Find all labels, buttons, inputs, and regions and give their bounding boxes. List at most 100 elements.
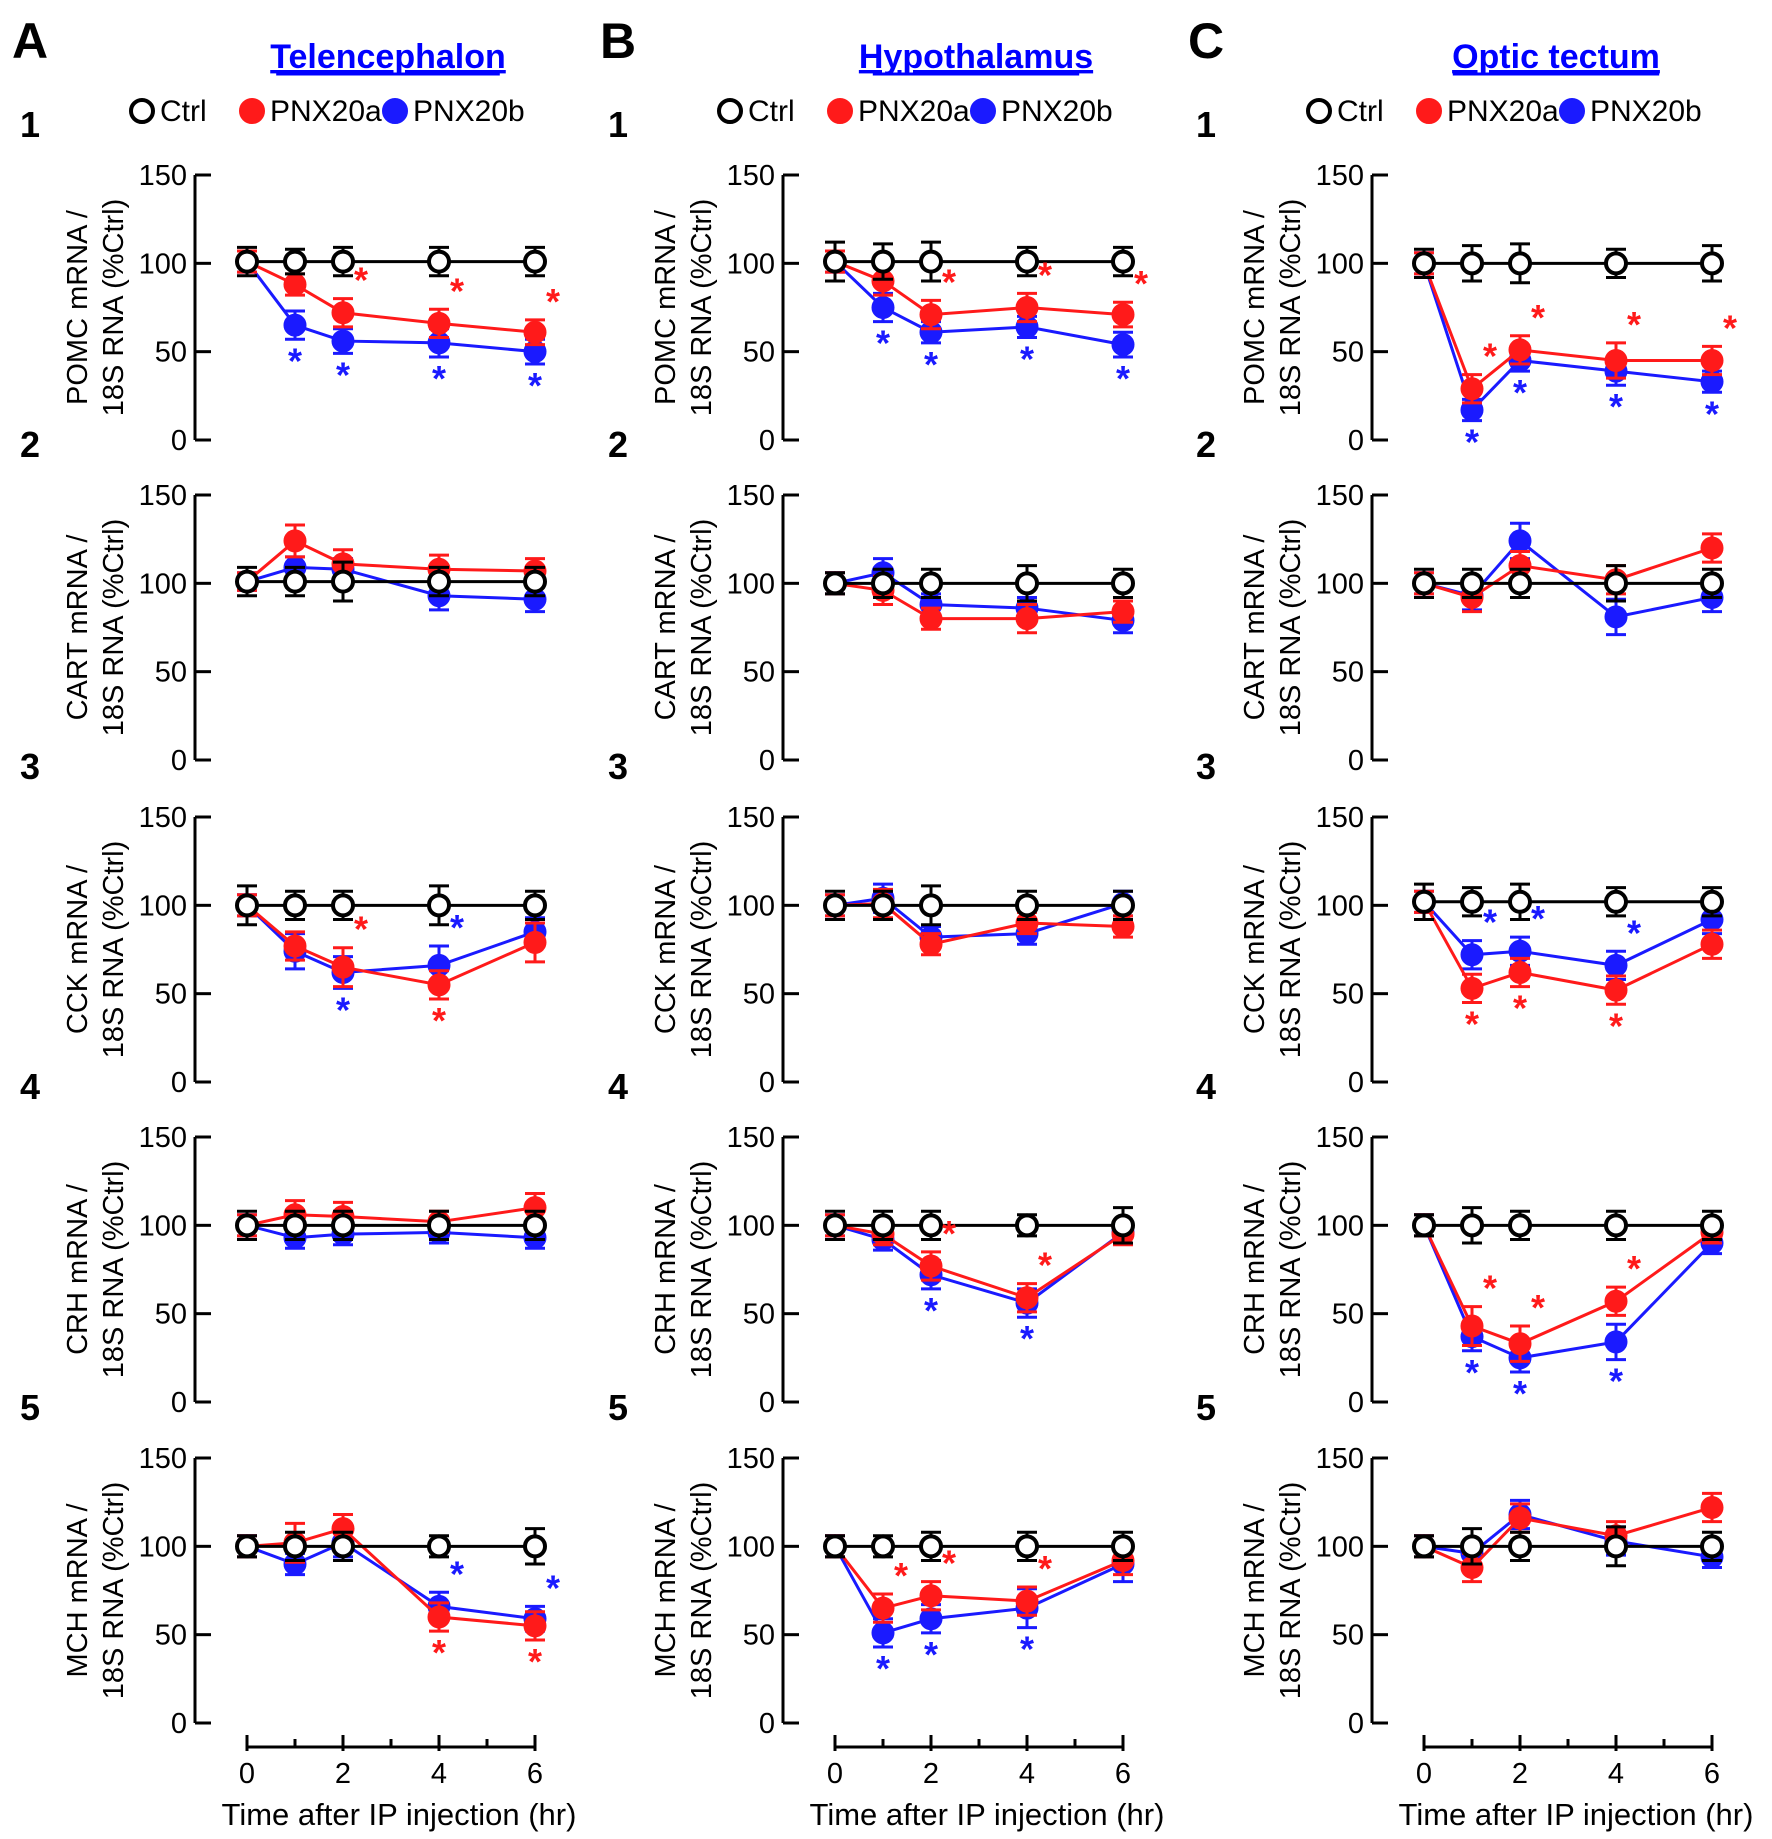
- panel-letter-C: C: [1188, 13, 1224, 69]
- data-point-ctrl: [1700, 889, 1724, 914]
- x-axis-label: Time after IP injection (hr): [222, 1797, 577, 1832]
- x-tick-label: 2: [1512, 1758, 1528, 1790]
- significance-marker-pnx20b: *: [1627, 912, 1641, 953]
- y-tick-label: 150: [139, 1122, 187, 1154]
- significance-marker-pnx20a: *: [528, 1641, 542, 1682]
- data-point-ctrl: [1604, 1534, 1628, 1559]
- y-axis-label-line1: MCH mRNA /: [62, 1503, 94, 1678]
- x-tick-label: 6: [1115, 1758, 1131, 1790]
- y-tick-label: 100: [139, 1210, 187, 1242]
- series-ctrl: [235, 884, 547, 927]
- y-tick-label: 150: [1316, 802, 1364, 834]
- significance-marker-pnx20a: *: [432, 1000, 446, 1041]
- data-point-pnx20a: [871, 1596, 895, 1620]
- y-axis-label-line1: CCK mRNA /: [62, 864, 94, 1034]
- data-point-ctrl: [235, 249, 259, 274]
- y-axis-label: POMC mRNA /18S RNA (%Ctrl): [650, 199, 718, 417]
- y-tick-label: 150: [139, 1443, 187, 1475]
- significance-marker-pnx20b: *: [1465, 422, 1479, 463]
- y-tick-label: 100: [139, 248, 187, 280]
- y-tick-label: 50: [1332, 657, 1364, 689]
- significance-marker-pnx20a: *: [942, 1213, 956, 1254]
- y-tick-label: 100: [727, 248, 775, 280]
- data-point-ctrl: [1015, 249, 1039, 274]
- data-point-ctrl: [1412, 1213, 1436, 1238]
- y-axis-label-line1: POMC mRNA /: [1239, 209, 1271, 405]
- y-axis-label: CCK mRNA /18S RNA (%Ctrl): [62, 841, 130, 1059]
- data-point-pnx20a: [523, 1614, 547, 1638]
- data-point-pnx20b: [283, 313, 307, 337]
- data-point-ctrl: [1508, 1534, 1532, 1559]
- data-point-ctrl: [1460, 571, 1484, 596]
- region-title-optic-tectum: Optic tectum: [1452, 38, 1660, 76]
- data-point-ctrl: [1015, 1213, 1039, 1238]
- legend-marker-pnx20a: [1416, 98, 1442, 124]
- significance-marker-pnx20a: *: [942, 1543, 956, 1584]
- x-axis-label: Time after IP injection (hr): [810, 1797, 1165, 1832]
- data-point-ctrl: [823, 249, 847, 274]
- row-number: 5: [1196, 1387, 1216, 1428]
- series-ctrl: [235, 245, 547, 278]
- data-point-ctrl: [823, 1534, 847, 1559]
- data-point-ctrl: [331, 249, 355, 274]
- y-tick-label: 100: [139, 890, 187, 922]
- data-point-pnx20b: [871, 296, 895, 319]
- x-tick-label: 0: [1416, 1758, 1432, 1790]
- data-point-pnx20a: [919, 1584, 943, 1608]
- data-point-ctrl: [1700, 1534, 1724, 1559]
- y-tick-label: 100: [1316, 568, 1364, 600]
- significance-marker-pnx20b: *: [1531, 898, 1545, 939]
- y-tick-label: 50: [155, 979, 187, 1011]
- y-axis-label-line2: 18S RNA (%Ctrl): [1275, 519, 1307, 737]
- y-tick-label: 50: [155, 1620, 187, 1652]
- data-point-pnx20a: [1508, 338, 1532, 362]
- legend-label-pnx20a: PNX20a: [858, 95, 970, 128]
- y-axis-label-line1: CRH mRNA /: [650, 1183, 682, 1355]
- y-tick-label: 150: [139, 480, 187, 512]
- series-ctrl: [235, 560, 547, 603]
- y-axis-label-line1: CART mRNA /: [62, 534, 94, 721]
- data-point-pnx20a: [283, 273, 307, 297]
- row-number: 4: [20, 1066, 40, 1107]
- x-tick-label: 2: [335, 1758, 351, 1790]
- x-tick-label: 4: [431, 1758, 447, 1790]
- data-point-ctrl: [823, 571, 847, 596]
- y-axis-label: POMC mRNA /18S RNA (%Ctrl): [62, 199, 130, 417]
- significance-marker-pnx20b: *: [924, 344, 938, 385]
- legend: Ctrl PNX20a PNX20b: [1306, 95, 1702, 128]
- y-axis-label-line1: CRH mRNA /: [62, 1183, 94, 1355]
- y-tick-label: 50: [1332, 1299, 1364, 1331]
- significance-marker-pnx20b: *: [1609, 386, 1623, 427]
- significance-marker-pnx20a: *: [1531, 1287, 1545, 1328]
- legend-label-pnx20b: PNX20b: [1590, 95, 1702, 128]
- significance-marker-pnx20b: *: [1020, 339, 1034, 380]
- y-tick-label: 0: [759, 425, 775, 457]
- data-point-ctrl: [1111, 1213, 1135, 1238]
- data-point-ctrl: [1111, 1534, 1135, 1559]
- data-point-ctrl: [331, 569, 355, 594]
- data-point-pnx20a: [1700, 932, 1724, 956]
- data-point-pnx20a: [1015, 296, 1039, 319]
- data-point-ctrl: [331, 893, 355, 918]
- legend-label-ctrl: Ctrl: [748, 95, 795, 128]
- y-axis-label-line1: MCH mRNA /: [650, 1503, 682, 1678]
- y-axis-label: POMC mRNA /18S RNA (%Ctrl): [1239, 199, 1307, 417]
- y-tick-label: 50: [1332, 979, 1364, 1011]
- series-ctrl: [1412, 882, 1724, 921]
- significance-marker-pnx20a: *: [354, 260, 368, 301]
- significance-marker-pnx20b: *: [876, 323, 890, 364]
- x-tick-label: 6: [527, 1758, 543, 1790]
- significance-marker-pnx20a: *: [546, 281, 560, 322]
- data-point-pnx20a: [1015, 1286, 1039, 1310]
- significance-marker-pnx20b: *: [1609, 1361, 1623, 1402]
- panel-A4: 4 0 50 100 150 CRH mRNA /18S RNA (%Ctrl): [20, 1066, 547, 1419]
- data-point-pnx20a: [1111, 600, 1135, 624]
- y-tick-label: 100: [727, 1210, 775, 1242]
- significance-marker-pnx20a: *: [1038, 1245, 1052, 1286]
- data-point-ctrl: [283, 893, 307, 918]
- data-point-pnx20b: [1460, 943, 1484, 967]
- data-point-ctrl: [919, 249, 943, 274]
- series-ctrl: [823, 564, 1135, 603]
- data-point-pnx20a: [427, 1605, 451, 1629]
